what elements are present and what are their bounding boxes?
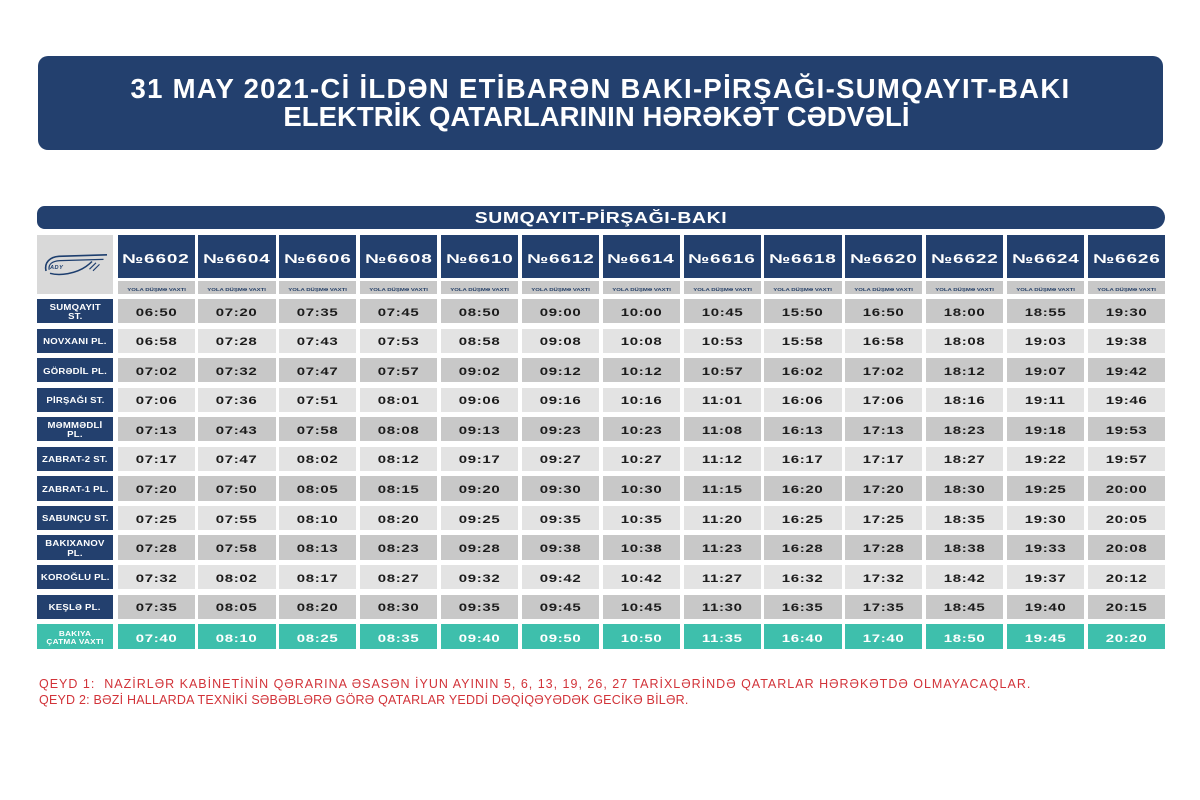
svg-text:ADY: ADY — [49, 265, 64, 271]
